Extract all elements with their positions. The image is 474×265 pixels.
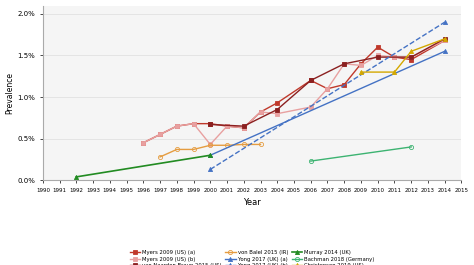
- Myers 2009 (US) (b): [174, 125, 180, 128]
- van Naarden Braun 2015 (US): [208, 123, 213, 126]
- Myers 2009 (US) (b): [208, 143, 213, 146]
- van Naarden Braun 2015 (US): [375, 56, 381, 59]
- Myers 2009 (US) (b): [375, 54, 381, 57]
- Myers 2009 (US) (a): [224, 125, 230, 128]
- Christensen 2019 (US): [409, 50, 414, 53]
- Myers 2009 (US) (a): [174, 125, 180, 128]
- Myers 2009 (US) (b): [325, 87, 330, 90]
- Murray 2014 (UK): [73, 175, 79, 178]
- Myers 2009 (US) (b): [191, 122, 196, 125]
- Line: van Naarden Braun 2015 (US): van Naarden Braun 2015 (US): [208, 37, 447, 128]
- Myers 2009 (US) (a): [325, 87, 330, 90]
- Myers 2009 (US) (b): [392, 56, 397, 59]
- Line: Yong 2017 (UK) (a): Yong 2017 (UK) (a): [208, 49, 447, 157]
- Myers 2009 (US) (b): [140, 141, 146, 144]
- Myers 2009 (US) (a): [341, 83, 347, 86]
- Murray 2014 (UK): [208, 154, 213, 157]
- Line: Bachman 2018 (Germany): Bachman 2018 (Germany): [309, 145, 413, 163]
- Myers 2009 (US) (a): [375, 46, 381, 49]
- Bachman 2018 (Germany): [308, 160, 314, 163]
- Myers 2009 (US) (a): [208, 122, 213, 125]
- Christensen 2019 (US): [392, 70, 397, 74]
- van Naarden Braun 2015 (US): [308, 79, 314, 82]
- Myers 2009 (US) (b): [258, 111, 264, 114]
- von Balel 2015 (IR): [241, 143, 246, 146]
- Myers 2009 (US) (a): [241, 126, 246, 129]
- Myers 2009 (US) (b): [409, 56, 414, 59]
- Myers 2009 (US) (a): [191, 122, 196, 125]
- Christensen 2019 (US): [442, 37, 447, 40]
- Line: Myers 2009 (US) (a): Myers 2009 (US) (a): [141, 38, 447, 145]
- Line: Christensen 2019 (US): Christensen 2019 (US): [359, 37, 447, 74]
- Myers 2009 (US) (b): [358, 64, 364, 67]
- Y-axis label: Prevalence: Prevalence: [6, 72, 15, 114]
- von Balel 2015 (IR): [208, 144, 213, 147]
- Myers 2009 (US) (b): [341, 62, 347, 65]
- van Naarden Braun 2015 (US): [274, 108, 280, 111]
- Myers 2009 (US) (b): [274, 112, 280, 115]
- van Naarden Braun 2015 (US): [241, 125, 246, 128]
- Myers 2009 (US) (b): [224, 125, 230, 128]
- von Balel 2015 (IR): [258, 143, 264, 146]
- Myers 2009 (US) (a): [157, 133, 163, 136]
- Myers 2009 (US) (b): [442, 39, 447, 42]
- Line: von Balel 2015 (IR): von Balel 2015 (IR): [158, 142, 263, 159]
- Myers 2009 (US) (a): [308, 79, 314, 82]
- von Balel 2015 (IR): [224, 144, 230, 147]
- von Balel 2015 (IR): [174, 148, 180, 151]
- Myers 2009 (US) (b): [241, 126, 246, 129]
- Yong 2017 (UK) (a): [208, 154, 213, 157]
- Myers 2009 (US) (a): [274, 101, 280, 104]
- van Naarden Braun 2015 (US): [442, 37, 447, 40]
- Myers 2009 (US) (a): [358, 62, 364, 65]
- van Naarden Braun 2015 (US): [409, 56, 414, 59]
- Bachman 2018 (Germany): [409, 145, 414, 148]
- Myers 2009 (US) (a): [140, 141, 146, 144]
- Myers 2009 (US) (a): [392, 56, 397, 59]
- von Balel 2015 (IR): [157, 155, 163, 158]
- Myers 2009 (US) (b): [308, 105, 314, 109]
- Line: Murray 2014 (UK): Murray 2014 (UK): [74, 153, 212, 179]
- Myers 2009 (US) (a): [442, 39, 447, 42]
- Myers 2009 (US) (a): [258, 111, 264, 114]
- Christensen 2019 (US): [358, 70, 364, 74]
- X-axis label: Year: Year: [243, 198, 261, 207]
- Legend: Myers 2009 (US) (a), Myers 2009 (US) (b), van Naarden Braun 2015 (US), von Balel: Myers 2009 (US) (a), Myers 2009 (US) (b)…: [128, 249, 375, 265]
- Line: Myers 2009 (US) (b): Myers 2009 (US) (b): [141, 38, 447, 147]
- Yong 2017 (UK) (a): [442, 50, 447, 53]
- van Naarden Braun 2015 (US): [341, 62, 347, 65]
- von Balel 2015 (IR): [191, 148, 196, 151]
- Myers 2009 (US) (b): [157, 133, 163, 136]
- Myers 2009 (US) (a): [409, 58, 414, 61]
